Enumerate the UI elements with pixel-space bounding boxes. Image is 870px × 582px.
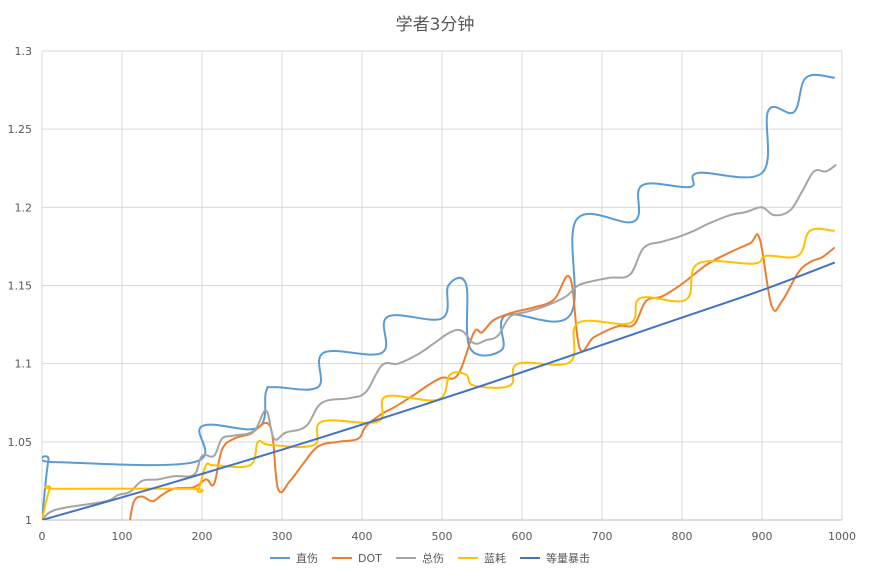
y-tick-label: 1.3: [15, 45, 33, 58]
x-tick-label: 400: [352, 530, 373, 543]
x-tick-label: 600: [512, 530, 533, 543]
x-tick-label: 900: [752, 530, 773, 543]
x-tick-label: 500: [432, 530, 453, 543]
axes: 1 1.05 1.1 1.15 1.2 1.25 1.3 0 100 200 300 400 500 60…: [8, 45, 857, 543]
series-line-2: [42, 164, 837, 520]
legend-label-3: 蓝耗: [484, 552, 506, 565]
chart-title: 学者3分钟: [396, 15, 475, 35]
x-tick-label: 200: [192, 530, 213, 543]
series-line-1: [129, 233, 835, 520]
series-lines: [42, 73, 837, 520]
y-tick-label: 1: [25, 514, 32, 527]
y-tick-label: 1.2: [15, 201, 33, 214]
legend-label-1: DOT: [358, 552, 382, 565]
series-line-0: [42, 73, 835, 520]
x-tick-label: 800: [672, 530, 693, 543]
grid-lines: [41, 50, 843, 521]
legend: 直伤 DOT 总伤 蓝耗 等量暴击: [270, 551, 590, 565]
legend-label-2: 总伤: [422, 551, 444, 565]
y-tick-label: 1.15: [8, 280, 33, 293]
x-tick-label: 700: [592, 530, 613, 543]
series-line-4: [42, 261, 835, 520]
x-tick-label: 300: [272, 530, 293, 543]
series-line-3: [42, 227, 835, 520]
y-tick-label: 1.05: [8, 436, 33, 449]
legend-label-4: 等量暴击: [546, 551, 590, 565]
x-tick-label: 0: [39, 530, 46, 543]
x-tick-label: 1000: [828, 530, 856, 543]
y-tick-label: 1.25: [8, 123, 33, 136]
legend-label-0: 直伤: [296, 551, 318, 565]
x-tick-label: 100: [112, 530, 133, 543]
y-tick-label: 1.1: [15, 358, 33, 371]
